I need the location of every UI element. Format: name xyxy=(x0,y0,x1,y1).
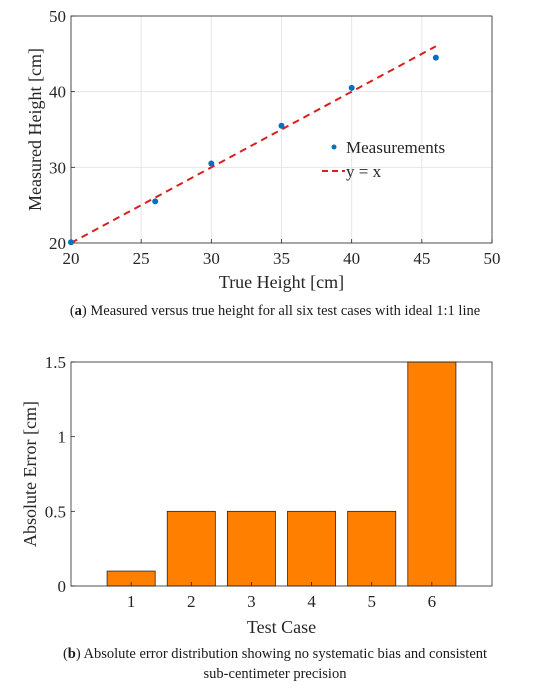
caption-b-tag: b xyxy=(67,646,76,662)
x-tick-label: 6 xyxy=(428,592,437,611)
y-tick-label: 1.5 xyxy=(45,353,66,372)
x-tick-label: 25 xyxy=(133,249,150,268)
measurement-point xyxy=(152,198,159,205)
bar-chart: 1 2 3 4 5 6 0 0.5 1 1.5 Test Case Absolute Error [c… xyxy=(20,353,493,637)
x-tick-label: 1 xyxy=(127,592,136,611)
x-tick-label: 20 xyxy=(63,249,80,268)
caption-a-tag: a xyxy=(74,303,82,319)
y-tick-label: 30 xyxy=(49,158,66,177)
x-axis-label: Test Case xyxy=(247,617,316,637)
caption-a-text: Measured versus true height for all six … xyxy=(90,303,481,319)
legend-label-ideal: y = x xyxy=(346,162,382,181)
y-tick-label: 1 xyxy=(58,428,67,447)
y-tick-label: 20 xyxy=(49,234,66,253)
y-tick-label: 0 xyxy=(58,577,67,596)
x-tick-label: 5 xyxy=(367,592,376,611)
bar xyxy=(407,361,457,587)
measurement-point xyxy=(278,122,285,129)
scatter-chart: 20 25 30 35 40 45 50 20 30 40 50 True Height [cm] Me… xyxy=(25,7,501,292)
x-tick-label: 4 xyxy=(307,592,316,611)
plot-frame xyxy=(70,361,493,587)
x-tick-label: 50 xyxy=(484,249,501,268)
measurement-point xyxy=(432,54,439,61)
caption-a: (a) Measured versus true height for all … xyxy=(69,303,481,319)
bar xyxy=(166,510,216,587)
measurement-point xyxy=(348,84,355,91)
caption-b: (b) Absolute error distribution showing … xyxy=(0,644,550,684)
legend-label-measurements: Measurements xyxy=(346,138,445,157)
y-axis-label: Absolute Error [cm] xyxy=(20,401,40,547)
bar xyxy=(347,510,397,587)
y-tick-label: 40 xyxy=(49,83,66,102)
legend-marker-measurements xyxy=(331,144,337,150)
measurement-point xyxy=(68,239,74,246)
x-tick-label: 35 xyxy=(273,249,290,268)
y-tick-label: 50 xyxy=(49,7,66,26)
caption-b-line-1: (b) Absolute error distribution showing … xyxy=(62,646,488,662)
caption-b-text-1: Absolute error distribution showing no s… xyxy=(83,646,488,662)
x-tick-label: 2 xyxy=(187,592,196,611)
x-axis-label: True Height [cm] xyxy=(219,272,344,292)
x-tick-label: 3 xyxy=(247,592,256,611)
caption-b-line-2: sub-centimeter precision xyxy=(203,666,347,682)
ideal-line xyxy=(70,45,437,244)
measurement-point xyxy=(208,160,215,167)
y-axis-label: Measured Height [cm] xyxy=(25,48,45,211)
bar xyxy=(226,510,276,587)
x-tick-label: 30 xyxy=(203,249,220,268)
x-tick-label: 40 xyxy=(343,249,360,268)
y-tick-label: 0.5 xyxy=(45,502,66,521)
bar xyxy=(287,510,337,587)
x-tick-label: 45 xyxy=(413,249,430,268)
